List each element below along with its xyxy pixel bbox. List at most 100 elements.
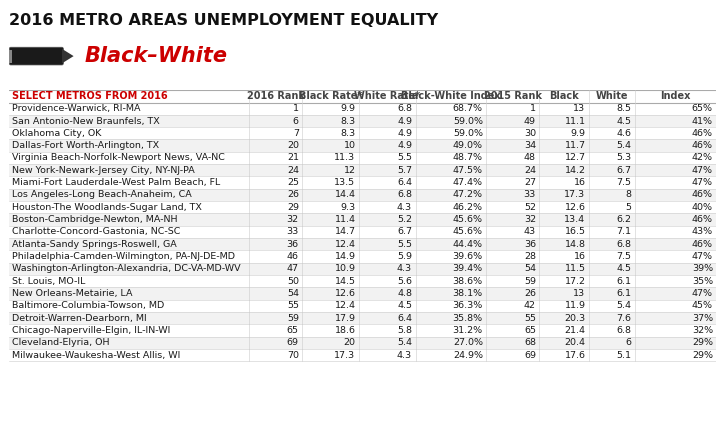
Text: Black–White: Black–White — [85, 46, 228, 66]
Text: 21: 21 — [287, 154, 299, 162]
Text: 46%: 46% — [692, 240, 713, 249]
Text: 7.5: 7.5 — [616, 252, 631, 261]
Bar — [9, 139, 716, 152]
Text: 4.5: 4.5 — [616, 264, 631, 273]
Text: 69: 69 — [287, 338, 299, 347]
Text: 12.7: 12.7 — [564, 154, 585, 162]
Bar — [9, 337, 716, 349]
Text: 36: 36 — [287, 240, 299, 249]
Text: 14.4: 14.4 — [335, 191, 356, 199]
Text: 13: 13 — [573, 289, 585, 298]
Text: 9.3: 9.3 — [341, 203, 356, 212]
Text: 65: 65 — [524, 326, 536, 335]
Text: Boston-Cambridge-Newton, MA-NH: Boston-Cambridge-Newton, MA-NH — [12, 215, 178, 224]
Text: 13.4: 13.4 — [564, 215, 585, 224]
Bar — [9, 300, 716, 312]
Text: 47%: 47% — [692, 166, 713, 175]
Text: 27: 27 — [524, 178, 536, 187]
Text: Black-White Index: Black-White Index — [401, 92, 501, 101]
Text: 20.3: 20.3 — [564, 314, 585, 323]
Text: 47%: 47% — [692, 178, 713, 187]
Text: 27.0%: 27.0% — [453, 338, 483, 347]
Text: San Antonio-New Braunfels, TX: San Antonio-New Braunfels, TX — [12, 117, 160, 125]
Text: 4.5: 4.5 — [616, 117, 631, 125]
Text: 11.9: 11.9 — [564, 301, 585, 310]
Text: 12.4: 12.4 — [335, 240, 356, 249]
Text: Black: Black — [549, 92, 579, 101]
Text: 5.3: 5.3 — [616, 154, 631, 162]
Text: 21.4: 21.4 — [564, 326, 585, 335]
Text: 5.6: 5.6 — [397, 277, 412, 286]
Text: White: White — [595, 92, 629, 101]
Text: 42%: 42% — [692, 154, 713, 162]
Text: 4.3: 4.3 — [397, 351, 412, 359]
Text: 4.3: 4.3 — [397, 203, 412, 212]
Text: 6.7: 6.7 — [397, 227, 412, 236]
Text: 7.1: 7.1 — [616, 227, 631, 236]
Bar — [9, 189, 716, 201]
Text: 46%: 46% — [692, 215, 713, 224]
Text: 5.8: 5.8 — [397, 326, 412, 335]
Text: Oklahoma City, OK: Oklahoma City, OK — [12, 129, 102, 138]
Text: 11.3: 11.3 — [334, 154, 356, 162]
Bar — [9, 164, 716, 176]
Text: 69: 69 — [524, 351, 536, 359]
Text: 55: 55 — [524, 314, 536, 323]
Text: Index: Index — [660, 92, 691, 101]
Text: 16: 16 — [573, 178, 585, 187]
Text: 11.7: 11.7 — [564, 141, 585, 150]
Text: 47%: 47% — [692, 289, 713, 298]
Text: 54: 54 — [287, 289, 299, 298]
Bar — [9, 324, 716, 337]
Text: 11.4: 11.4 — [335, 215, 356, 224]
Text: Charlotte-Concord-Gastonia, NC-SC: Charlotte-Concord-Gastonia, NC-SC — [12, 227, 181, 236]
Text: 6.4: 6.4 — [397, 314, 412, 323]
Text: 65%: 65% — [692, 104, 713, 113]
Text: 65: 65 — [287, 326, 299, 335]
Text: 50: 50 — [287, 277, 299, 286]
Bar — [9, 250, 716, 263]
Text: Miami-Fort Lauderdale-West Palm Beach, FL: Miami-Fort Lauderdale-West Palm Beach, F… — [12, 178, 220, 187]
Text: 11.5: 11.5 — [564, 264, 585, 273]
Text: 5.2: 5.2 — [397, 215, 412, 224]
Text: 20.4: 20.4 — [564, 338, 585, 347]
Bar — [9, 127, 716, 139]
Text: 20: 20 — [343, 338, 356, 347]
Text: 5.4: 5.4 — [397, 338, 412, 347]
Text: 6.8: 6.8 — [616, 240, 631, 249]
Text: 17.6: 17.6 — [564, 351, 585, 359]
Text: 18.6: 18.6 — [335, 326, 356, 335]
Text: 20: 20 — [287, 141, 299, 150]
Text: 7: 7 — [293, 129, 299, 138]
Text: New Orleans-Metairie, LA: New Orleans-Metairie, LA — [12, 289, 132, 298]
Text: 45.6%: 45.6% — [453, 227, 483, 236]
Text: 37%: 37% — [692, 314, 713, 323]
Text: SELECT METROS FROM 2016: SELECT METROS FROM 2016 — [12, 92, 168, 101]
Text: 6.2: 6.2 — [616, 215, 631, 224]
Text: 6.4: 6.4 — [397, 178, 412, 187]
Bar — [9, 152, 716, 164]
Text: 59.0%: 59.0% — [453, 117, 483, 125]
Text: 47.4%: 47.4% — [453, 178, 483, 187]
Text: 6.8: 6.8 — [397, 191, 412, 199]
Text: 10: 10 — [343, 141, 356, 150]
Text: 14.9: 14.9 — [335, 252, 356, 261]
Text: 17.2: 17.2 — [564, 277, 585, 286]
Text: 38.6%: 38.6% — [453, 277, 483, 286]
Text: 10.9: 10.9 — [335, 264, 356, 273]
Text: 40%: 40% — [692, 203, 713, 212]
Bar — [9, 103, 716, 115]
Text: 7.6: 7.6 — [616, 314, 631, 323]
Text: 34: 34 — [523, 141, 536, 150]
Text: 46%: 46% — [692, 191, 713, 199]
Text: 24: 24 — [287, 166, 299, 175]
Text: 5.5: 5.5 — [397, 240, 412, 249]
Text: Cleveland-Elyria, OH: Cleveland-Elyria, OH — [12, 338, 109, 347]
Text: Dallas-Fort Worth-Arlington, TX: Dallas-Fort Worth-Arlington, TX — [12, 141, 159, 150]
Text: 49: 49 — [524, 117, 536, 125]
Bar — [9, 226, 716, 238]
Bar — [9, 201, 716, 213]
Text: 46: 46 — [287, 252, 299, 261]
Text: 35%: 35% — [692, 277, 713, 286]
Text: 24.9%: 24.9% — [453, 351, 483, 359]
